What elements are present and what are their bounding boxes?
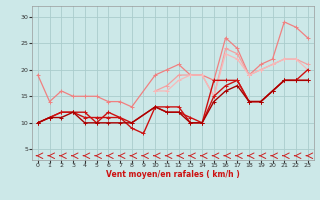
X-axis label: Vent moyen/en rafales ( km/h ): Vent moyen/en rafales ( km/h ): [106, 170, 240, 179]
